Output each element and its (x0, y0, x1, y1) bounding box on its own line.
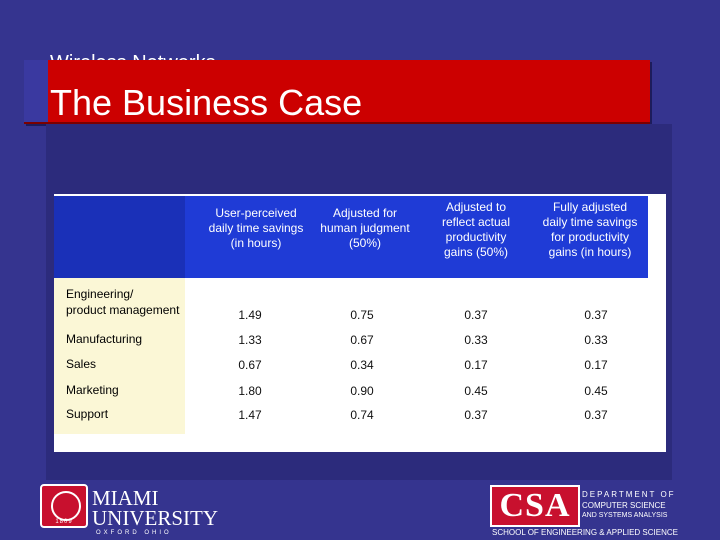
miami-wordmark-line1: MIAMI (92, 486, 159, 510)
table-cell: 0.45 (464, 384, 488, 398)
table-header-row: User-perceived daily time savings (in ho… (54, 196, 648, 278)
table-cell: 0.67 (238, 358, 262, 372)
seal-year: 1809 (55, 519, 73, 525)
table-cell: 1.80 (238, 384, 262, 398)
header-col-4: Fully adjusted daily time savings for pr… (542, 200, 638, 259)
table-cell: 0.74 (350, 408, 374, 422)
row-label-engineering: Engineering/ product management (66, 287, 180, 317)
school-name: SCHOOL OF ENGINEERING & APPLIED SCIENCE (492, 528, 678, 537)
table-cell: 1.49 (238, 308, 262, 322)
table-cell: 1.47 (238, 408, 262, 422)
row-label-manufacturing: Manufacturing (66, 332, 143, 346)
table-cell: 0.37 (584, 308, 608, 322)
title-bar-accent (24, 60, 48, 122)
row-label-sales: Sales (66, 357, 97, 371)
header-col-3: Adjusted to reflect actual productivity … (441, 200, 511, 259)
dept-line-3: AND SYSTEMS ANALYSIS (582, 512, 668, 519)
header-col-2: Adjusted for human judgment (50%) (320, 206, 410, 250)
table-cell: 0.37 (584, 408, 608, 422)
table-cell: 0.33 (464, 333, 488, 347)
data-table: User-perceived daily time savings (in ho… (54, 194, 666, 452)
row-label-column: Engineering/ product management Manufact… (54, 278, 185, 434)
table-cell: 0.75 (350, 308, 374, 322)
csa-letters: CSA (499, 487, 571, 524)
row-label-support: Support (66, 407, 109, 421)
row-label-marketing: Marketing (66, 383, 119, 397)
header-col-1: User-perceived daily time savings (in ho… (208, 206, 304, 250)
table-cell: 0.37 (464, 308, 488, 322)
table-cell: 0.90 (350, 384, 374, 398)
table-cell: 0.67 (350, 333, 374, 347)
csa-logo: CSA (490, 485, 580, 527)
title-bar (24, 60, 650, 124)
miami-seal-logo: 1809 (40, 484, 88, 528)
table-cell: 1.33 (238, 333, 262, 347)
seal-emblem-icon (51, 491, 81, 521)
miami-wordmark-line2: UNIVERSITY (92, 506, 218, 530)
table-cell: 0.17 (464, 358, 488, 372)
table-cell: 0.33 (584, 333, 608, 347)
table-cell: 0.45 (584, 384, 608, 398)
dept-line-2: COMPUTER SCIENCE (582, 501, 666, 510)
table-cell: 0.37 (464, 408, 488, 422)
table-cell: 0.17 (584, 358, 608, 372)
table-cell: 0.34 (350, 358, 374, 372)
slide-title: The Business Case (50, 82, 363, 123)
miami-location: OXFORD OHIO (96, 530, 172, 536)
header-corner (54, 196, 185, 278)
dept-line-1: DEPARTMENT OF (582, 490, 676, 499)
